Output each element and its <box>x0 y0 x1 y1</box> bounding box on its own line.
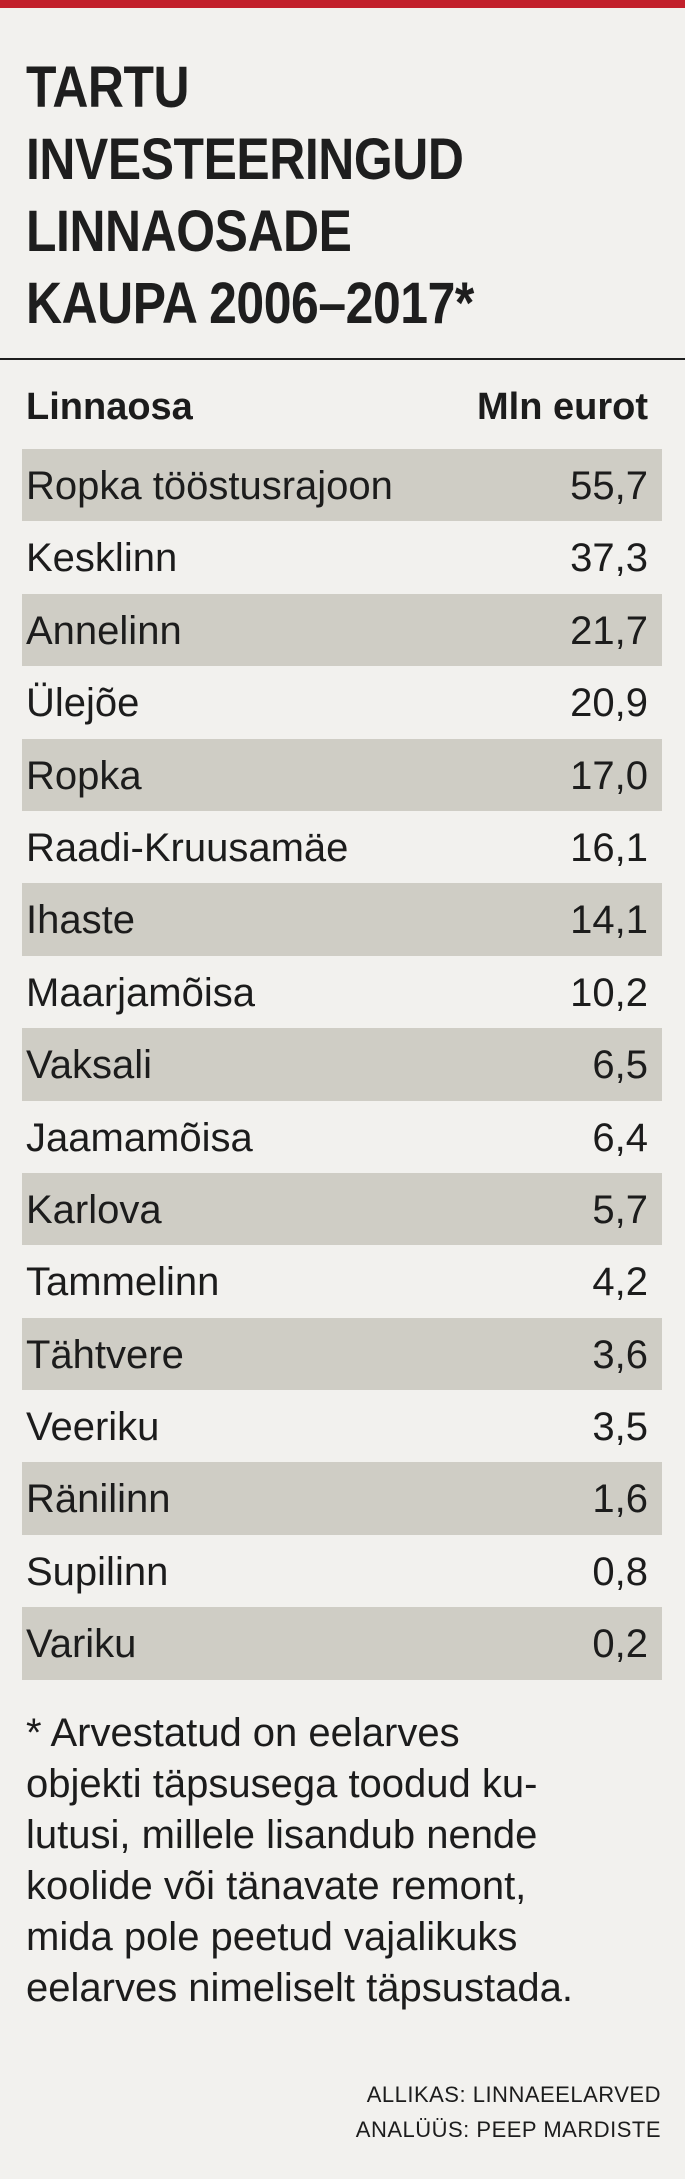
table-row: Tammelinn 4,2 <box>22 1245 662 1317</box>
district-name: Karlova <box>26 1187 162 1232</box>
table-row: Ropka 17,0 <box>22 738 662 811</box>
table-row: Jaamamõisa 6,4 <box>22 1101 662 1173</box>
district-name: Ropka <box>26 753 142 798</box>
table-row: Vaksali 6,5 <box>22 1028 662 1101</box>
district-name: Ülejõe <box>26 681 140 726</box>
district-name: Ropka tööstusrajoon <box>26 464 393 508</box>
table-row: Annelinn 21,7 <box>22 593 662 667</box>
investment-value: 6,5 <box>592 1043 648 1088</box>
investment-value: 16,1 <box>570 825 648 870</box>
analysis-credit: ANALÜÜS: PEEP MARDISTE <box>355 2117 661 2142</box>
district-name: Maarjamõisa <box>26 970 255 1015</box>
table-row: Kesklinn 37,3 <box>22 521 662 593</box>
district-name: Ihaste <box>26 898 135 943</box>
table-header: Linnaosa Mln eurot <box>26 378 648 444</box>
header-divider <box>0 358 685 360</box>
table-row: Supilinn 0,8 <box>22 1535 662 1607</box>
investment-table: Ropka tööstusrajoon 55,7 Kesklinn 37,3 Annel… <box>22 449 662 1680</box>
investment-value: 17,0 <box>570 753 648 798</box>
table-row: Ihaste 14,1 <box>22 883 662 956</box>
page-title: TARTU INVESTEERINGUD LINNAOSADE KAUPA 20… <box>26 55 474 336</box>
district-name: Annelinn <box>26 608 182 653</box>
district-name: Jaamamõisa <box>26 1115 253 1160</box>
district-name: Tammelinn <box>26 1260 220 1305</box>
table-row: Ülejõe 20,9 <box>22 666 662 738</box>
investment-value: 0,8 <box>592 1549 648 1594</box>
investment-value: 14,1 <box>570 898 648 943</box>
investment-value: 4,2 <box>592 1260 648 1305</box>
district-name: Vaksali <box>26 1043 152 1088</box>
table-row: Tähtvere 3,6 <box>22 1317 662 1391</box>
table-row: Raadi-Kruusamäe 16,1 <box>22 811 662 883</box>
table-row: Variku 0,2 <box>22 1607 662 1680</box>
investment-value: 37,3 <box>570 536 648 581</box>
investment-value: 1,6 <box>592 1477 648 1522</box>
investment-value: 55,7 <box>570 464 648 508</box>
investment-value: 3,6 <box>592 1332 648 1377</box>
investment-value: 5,7 <box>592 1187 648 1232</box>
district-name: Kesklinn <box>26 536 178 581</box>
investment-value: 10,2 <box>570 970 648 1015</box>
table-row: Ropka tööstusrajoon 55,7 <box>22 449 662 522</box>
district-name: Variku <box>26 1622 137 1667</box>
table-row: Ränilinn 1,6 <box>22 1462 662 1535</box>
investment-value: 0,2 <box>592 1622 648 1667</box>
district-name: Ränilinn <box>26 1477 171 1522</box>
credits: ALLIKAS: LINNAEELARVED ANALÜÜS: PEEP MAR… <box>356 2077 661 2147</box>
column-header-district: Linnaosa <box>26 386 193 428</box>
table-row: Karlova 5,7 <box>22 1172 662 1246</box>
investment-value: 3,5 <box>592 1405 648 1450</box>
investment-value: 21,7 <box>570 608 648 653</box>
investment-value: 20,9 <box>570 681 648 726</box>
accent-bar <box>0 0 685 8</box>
footnote: * Arvestatud on eelarves objekti täpsuse… <box>26 1711 573 2010</box>
district-name: Raadi-Kruusamäe <box>26 825 349 870</box>
table-row: Veeriku 3,5 <box>22 1390 662 1462</box>
source-credit: ALLIKAS: LINNAEELARVED <box>366 2082 661 2107</box>
table-row: Maarjamõisa 10,2 <box>22 956 662 1028</box>
district-name: Supilinn <box>26 1549 169 1594</box>
investment-value: 6,4 <box>592 1115 648 1160</box>
district-name: Tähtvere <box>26 1332 184 1377</box>
district-name: Veeriku <box>26 1405 160 1450</box>
column-header-amount: Mln eurot <box>477 386 648 428</box>
